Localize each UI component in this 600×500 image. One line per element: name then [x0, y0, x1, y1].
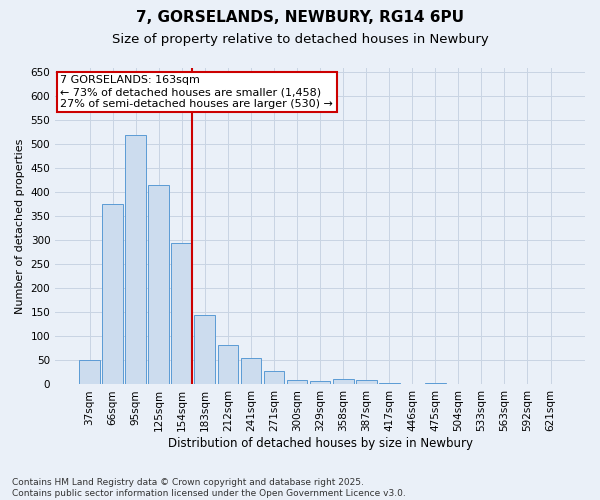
Bar — [333, 379, 353, 384]
Bar — [241, 358, 262, 384]
Bar — [148, 185, 169, 384]
Y-axis label: Number of detached properties: Number of detached properties — [15, 138, 25, 314]
Bar — [287, 380, 307, 384]
Text: Contains HM Land Registry data © Crown copyright and database right 2025.
Contai: Contains HM Land Registry data © Crown c… — [12, 478, 406, 498]
Text: 7 GORSELANDS: 163sqm
← 73% of detached houses are smaller (1,458)
27% of semi-de: 7 GORSELANDS: 163sqm ← 73% of detached h… — [61, 76, 334, 108]
Bar — [102, 204, 123, 384]
Bar — [79, 360, 100, 384]
Bar — [425, 383, 446, 384]
Text: Size of property relative to detached houses in Newbury: Size of property relative to detached ho… — [112, 32, 488, 46]
Bar — [194, 315, 215, 384]
Bar — [125, 134, 146, 384]
Bar — [263, 372, 284, 384]
Bar — [218, 344, 238, 385]
Bar — [310, 380, 331, 384]
Bar — [172, 243, 192, 384]
Text: 7, GORSELANDS, NEWBURY, RG14 6PU: 7, GORSELANDS, NEWBURY, RG14 6PU — [136, 10, 464, 25]
Bar — [356, 380, 377, 384]
X-axis label: Distribution of detached houses by size in Newbury: Distribution of detached houses by size … — [167, 437, 473, 450]
